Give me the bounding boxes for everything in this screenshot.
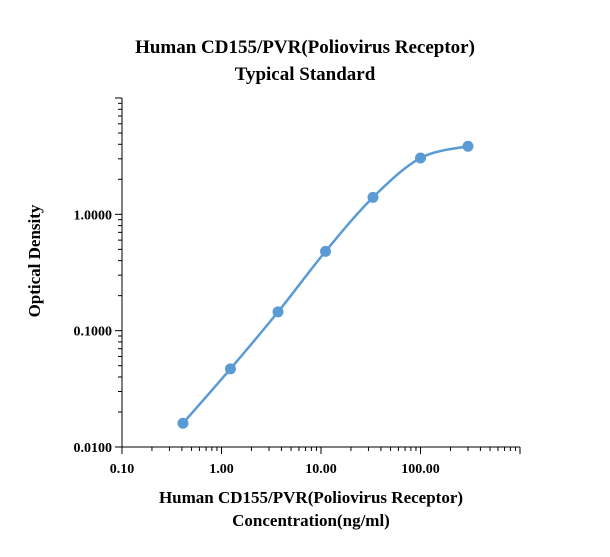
data-point [224,363,236,375]
x-tick-label: 0.10 [110,462,135,477]
data-point [320,245,332,257]
x-tick-label: 10.00 [305,462,337,477]
plot-area [177,140,474,429]
chart-title-line-2: Typical Standard [235,64,376,85]
data-point [367,191,379,203]
x-tick-label: 100.00 [401,462,440,477]
y-tick-label: 0.1000 [74,325,113,340]
x-axis-label-line-2: Concentration(ng/ml) [232,511,390,530]
x-tick-label: 1.00 [209,462,234,477]
y-axis-label: Optical Density [25,204,44,317]
y-tick-label: 0.0100 [74,441,113,456]
standard-curve-line [182,144,469,425]
axes [115,97,521,454]
data-point [177,417,189,429]
data-point [415,152,426,164]
tick-labels: 0.10 1.00 10.00 100.00 0.0100 0.1000 1.0000 [74,208,440,477]
data-point [272,306,284,318]
data-point [462,140,474,152]
chart-title-line-1: Human CD155/PVR(Poliovirus Receptor) [135,37,475,58]
y-tick-label: 1.0000 [74,208,113,223]
x-axis-label-line-1: Human CD155/PVR(Poliovirus Receptor) [159,488,463,507]
